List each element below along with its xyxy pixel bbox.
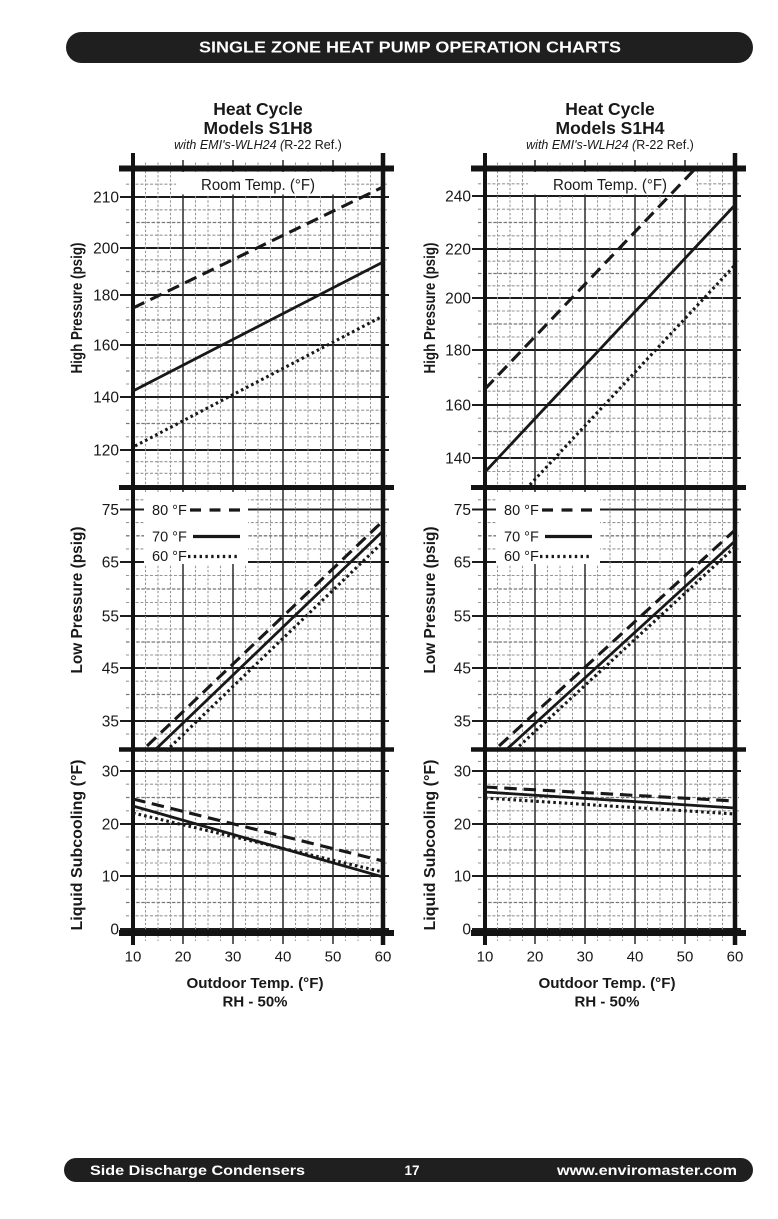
svg-text:0: 0: [110, 922, 119, 939]
svg-text:www.enviromaster.com: www.enviromaster.com: [556, 1163, 737, 1178]
svg-text:35: 35: [102, 714, 119, 731]
svg-text:Low Pressure (psig): Low Pressure (psig): [422, 527, 439, 674]
svg-text:65: 65: [102, 555, 119, 572]
svg-text:17: 17: [404, 1163, 419, 1178]
svg-text:Models S1H4: Models S1H4: [556, 118, 665, 138]
svg-text:with EMI's-WLH24 (R-22 Ref.): with EMI's-WLH24 (R-22 Ref.): [174, 138, 342, 152]
svg-text:Low Pressure (psig): Low Pressure (psig): [69, 527, 86, 674]
svg-text:20: 20: [102, 817, 120, 834]
svg-text:210: 210: [93, 190, 119, 207]
svg-text:Outdoor Temp. (°F): Outdoor Temp. (°F): [187, 975, 324, 992]
svg-text:75: 75: [454, 502, 471, 519]
svg-text:High Pressure (psig): High Pressure (psig): [69, 243, 86, 374]
svg-text:60: 60: [727, 949, 744, 966]
svg-text:Liquid Subcooling (°F): Liquid Subcooling (°F): [69, 760, 86, 931]
svg-text:70 °F: 70 °F: [152, 530, 187, 546]
svg-text:RH - 50%: RH - 50%: [222, 994, 287, 1011]
svg-text:80 °F: 80 °F: [152, 503, 187, 519]
svg-text:30: 30: [102, 764, 120, 781]
svg-text:Heat Cycle: Heat Cycle: [213, 99, 303, 119]
svg-text:160: 160: [445, 398, 471, 415]
svg-text:20: 20: [454, 817, 472, 834]
svg-text:200: 200: [93, 241, 119, 258]
svg-text:60: 60: [375, 949, 392, 966]
svg-text:RH - 50%: RH - 50%: [574, 994, 639, 1011]
svg-text:20: 20: [175, 949, 192, 966]
svg-text:Liquid Subcooling (°F): Liquid Subcooling (°F): [422, 760, 439, 931]
svg-text:Room Temp. (°F): Room Temp. (°F): [553, 177, 667, 194]
svg-text:40: 40: [627, 949, 644, 966]
svg-text:0: 0: [462, 922, 471, 939]
svg-text:SINGLE ZONE HEAT PUMP OPERATIO: SINGLE ZONE HEAT PUMP OPERATION CHARTS: [199, 40, 621, 57]
svg-text:140: 140: [93, 390, 119, 407]
svg-text:30: 30: [454, 764, 472, 781]
svg-text:55: 55: [454, 609, 471, 626]
svg-text:240: 240: [445, 189, 471, 206]
svg-text:High Pressure (psig): High Pressure (psig): [422, 243, 439, 374]
svg-text:10: 10: [477, 949, 494, 966]
svg-text:30: 30: [577, 949, 594, 966]
svg-text:45: 45: [454, 661, 471, 678]
svg-text:55: 55: [102, 609, 119, 626]
svg-text:Heat Cycle: Heat Cycle: [565, 99, 655, 119]
svg-text:60 °F: 60 °F: [152, 549, 187, 565]
svg-text:140: 140: [445, 451, 471, 468]
svg-text:Room Temp. (°F): Room Temp. (°F): [201, 177, 315, 194]
svg-text:200: 200: [445, 291, 471, 308]
svg-text:50: 50: [325, 949, 342, 966]
svg-text:180: 180: [93, 288, 119, 305]
svg-text:10: 10: [102, 869, 120, 886]
svg-text:35: 35: [454, 714, 471, 731]
svg-text:10: 10: [454, 869, 472, 886]
svg-text:75: 75: [102, 502, 119, 519]
svg-text:80 °F: 80 °F: [504, 503, 539, 519]
svg-text:120: 120: [93, 443, 119, 460]
svg-text:160: 160: [93, 338, 119, 355]
svg-text:Models S1H8: Models S1H8: [204, 118, 313, 138]
svg-text:30: 30: [225, 949, 242, 966]
svg-text:20: 20: [527, 949, 544, 966]
svg-text:with EMI's-WLH24 (R-22 Ref.): with EMI's-WLH24 (R-22 Ref.): [526, 138, 694, 152]
svg-text:50: 50: [677, 949, 694, 966]
svg-text:220: 220: [445, 242, 471, 259]
svg-text:10: 10: [125, 949, 142, 966]
svg-text:65: 65: [454, 555, 471, 572]
svg-text:60 °F: 60 °F: [504, 549, 539, 565]
svg-text:40: 40: [275, 949, 292, 966]
svg-text:Side Discharge Condensers: Side Discharge Condensers: [90, 1163, 305, 1178]
svg-text:70 °F: 70 °F: [504, 530, 539, 546]
svg-text:180: 180: [445, 343, 471, 360]
svg-text:45: 45: [102, 661, 119, 678]
svg-text:Outdoor Temp. (°F): Outdoor Temp. (°F): [539, 975, 676, 992]
